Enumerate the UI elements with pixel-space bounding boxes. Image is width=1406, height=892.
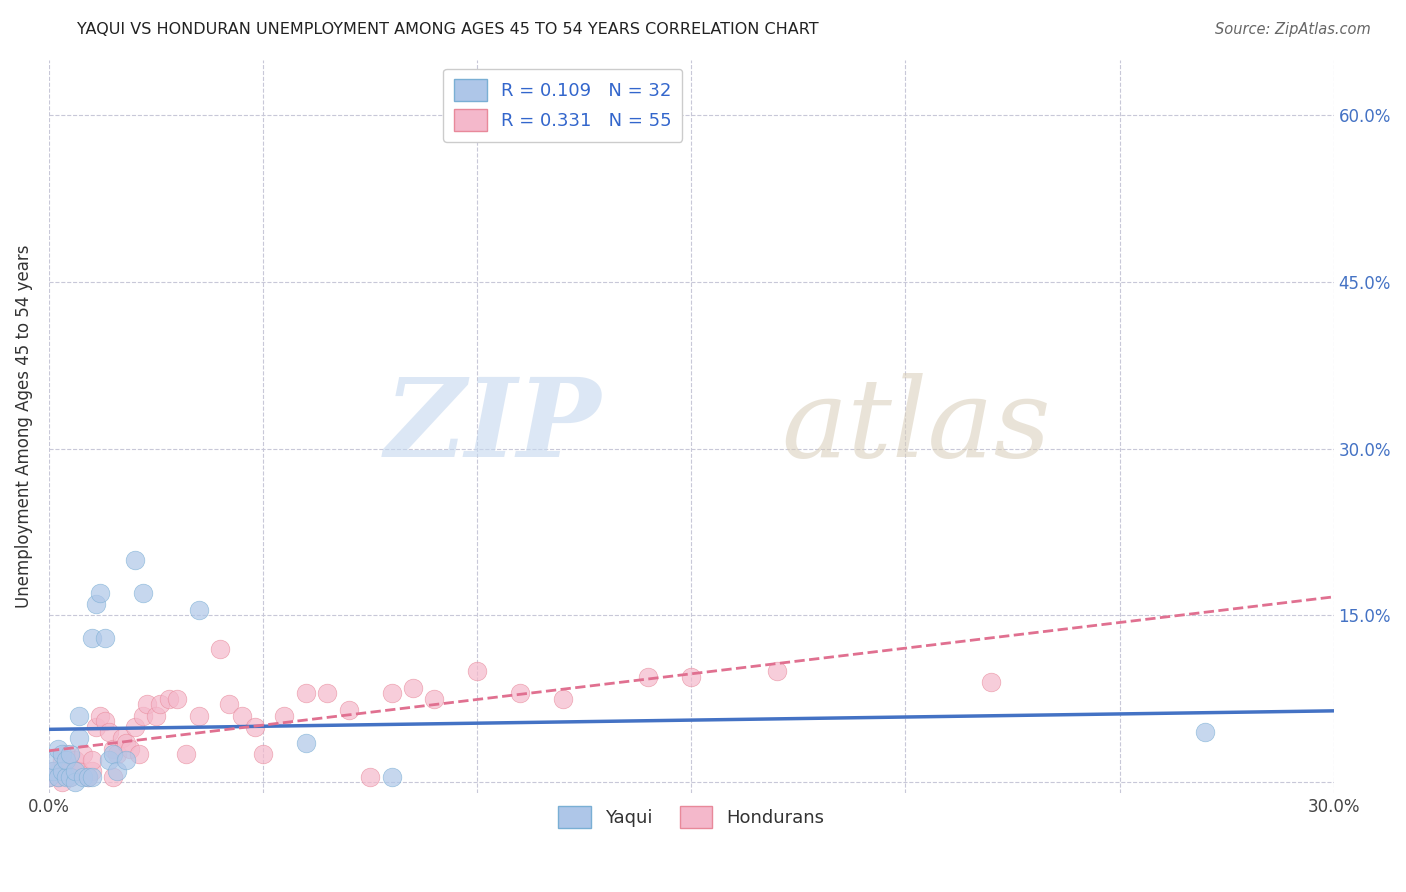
Point <box>42 764 65 778</box>
Text: YAQUI VS HONDURAN UNEMPLOYMENT AMONG AGES 45 TO 54 YEARS CORRELATION CHART: YAQUI VS HONDURAN UNEMPLOYMENT AMONG AGE… <box>77 22 818 37</box>
Point <box>316 686 339 700</box>
Legend: Yaqui, Hondurans: Yaqui, Hondurans <box>551 799 832 836</box>
Point <box>174 747 197 762</box>
Point <box>38 770 60 784</box>
Point <box>120 742 142 756</box>
Point <box>380 770 402 784</box>
Point <box>107 747 129 762</box>
Point <box>67 731 90 745</box>
Point <box>67 708 90 723</box>
Point <box>59 770 82 784</box>
Point <box>72 770 94 784</box>
Point <box>243 720 266 734</box>
Point <box>295 686 318 700</box>
Point <box>209 641 232 656</box>
Point <box>980 675 1002 690</box>
Point <box>72 747 94 762</box>
Point <box>103 742 125 756</box>
Point <box>80 770 103 784</box>
Point <box>46 742 69 756</box>
Point <box>59 770 82 784</box>
Point <box>252 747 274 762</box>
Text: atlas: atlas <box>782 373 1050 480</box>
Point <box>51 775 73 789</box>
Point <box>637 670 659 684</box>
Point <box>89 586 111 600</box>
Point <box>423 691 446 706</box>
Point <box>63 753 86 767</box>
Point <box>67 764 90 778</box>
Point <box>84 720 107 734</box>
Point <box>51 753 73 767</box>
Point <box>38 770 60 784</box>
Point <box>80 764 103 778</box>
Point <box>231 708 253 723</box>
Point <box>166 691 188 706</box>
Point <box>187 708 209 723</box>
Point <box>295 736 318 750</box>
Point <box>51 764 73 778</box>
Point <box>124 553 146 567</box>
Point <box>380 686 402 700</box>
Text: Source: ZipAtlas.com: Source: ZipAtlas.com <box>1215 22 1371 37</box>
Point <box>93 631 115 645</box>
Point <box>115 736 138 750</box>
Point <box>111 731 134 745</box>
Point <box>89 708 111 723</box>
Point <box>55 747 77 762</box>
Point <box>218 698 240 712</box>
Point <box>124 720 146 734</box>
Point <box>681 670 703 684</box>
Point <box>402 681 425 695</box>
Point <box>128 747 150 762</box>
Point <box>103 747 125 762</box>
Point <box>337 703 360 717</box>
Point <box>42 764 65 778</box>
Point <box>97 753 120 767</box>
Point <box>63 775 86 789</box>
Point <box>63 764 86 778</box>
Point <box>55 753 77 767</box>
Point <box>551 691 574 706</box>
Point <box>187 603 209 617</box>
Point <box>136 698 159 712</box>
Point <box>51 747 73 762</box>
Point <box>273 708 295 723</box>
Point <box>359 770 381 784</box>
Point <box>465 664 488 678</box>
Point <box>80 753 103 767</box>
Point <box>115 753 138 767</box>
Point <box>157 691 180 706</box>
Point <box>103 770 125 784</box>
Point <box>1194 725 1216 739</box>
Point <box>107 764 129 778</box>
Text: ZIP: ZIP <box>385 373 602 480</box>
Point <box>46 770 69 784</box>
Point <box>55 770 77 784</box>
Point <box>76 770 98 784</box>
Point <box>93 714 115 728</box>
Point <box>46 770 69 784</box>
Point <box>145 708 167 723</box>
Point <box>42 753 65 767</box>
Point <box>76 770 98 784</box>
Point <box>132 708 155 723</box>
Point <box>766 664 789 678</box>
Point <box>97 725 120 739</box>
Point <box>80 631 103 645</box>
Point <box>509 686 531 700</box>
Point <box>149 698 172 712</box>
Point <box>59 764 82 778</box>
Point <box>55 758 77 772</box>
Point <box>132 586 155 600</box>
Y-axis label: Unemployment Among Ages 45 to 54 years: Unemployment Among Ages 45 to 54 years <box>15 244 32 608</box>
Point <box>59 747 82 762</box>
Point <box>84 598 107 612</box>
